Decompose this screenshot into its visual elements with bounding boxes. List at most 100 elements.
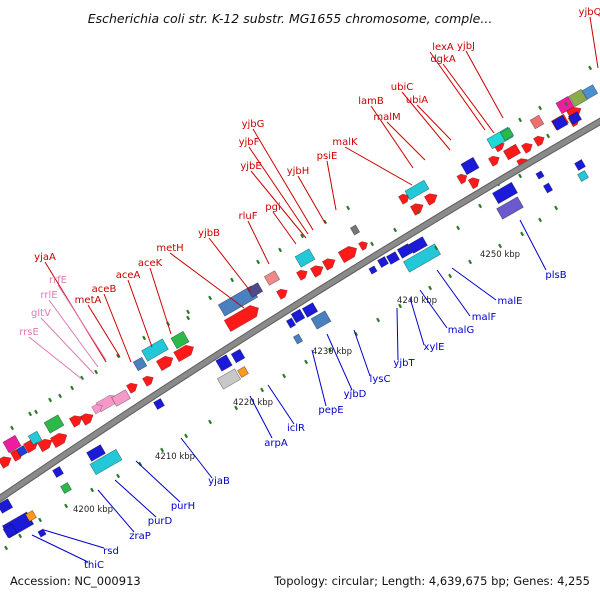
gene-label-xylE[interactable]: xylE: [424, 342, 445, 353]
gene-label-rrlE[interactable]: rrlE: [40, 290, 57, 301]
track-dot: [428, 285, 433, 291]
gene-label-malM[interactable]: malM: [373, 112, 400, 123]
leader-line-malM: [386, 121, 426, 161]
gene-label-yjaB[interactable]: yjaB: [208, 476, 230, 487]
leader-line-arpA: [249, 395, 273, 439]
feature-48-shape: [27, 430, 43, 446]
feature-68: [368, 265, 378, 275]
gene-label-yjbT[interactable]: yjbT: [393, 358, 415, 369]
feature-14-shape: [309, 265, 324, 278]
feature-12-shape: [337, 245, 358, 264]
feature-32-shape: [555, 95, 575, 115]
gene-label-zraP[interactable]: zraP: [129, 531, 151, 542]
track-dot: [260, 387, 265, 393]
feature-28-shape: [0, 456, 12, 469]
gene-label-ubiC[interactable]: ubiC: [391, 82, 413, 93]
gene-label-iclR[interactable]: iclR: [287, 423, 305, 434]
feature-15-shape: [296, 269, 308, 281]
gene-label-yjbQ[interactable]: yjbQ: [579, 7, 600, 18]
feature-5-shape: [502, 143, 522, 161]
feature-39: [294, 248, 316, 268]
feature-38-shape: [404, 179, 430, 201]
track-dot: [116, 353, 121, 359]
gene-label-ubiA[interactable]: ubiA: [406, 95, 428, 106]
feature-24: [49, 432, 68, 449]
gene-label-pgi[interactable]: pgi: [265, 202, 280, 213]
feature-67: [377, 256, 389, 268]
leader-line-malG: [419, 289, 448, 329]
feature-18: [173, 344, 195, 363]
gene-label-yjbD[interactable]: yjbD: [344, 389, 367, 400]
leader-line-aceK: [149, 267, 172, 335]
gene-label-rluF[interactable]: rluF: [239, 211, 258, 222]
feature-58: [567, 111, 583, 125]
gene-label-dgkA[interactable]: dgkA: [430, 54, 455, 65]
gene-label-yjbF[interactable]: yjbF: [239, 137, 260, 148]
track-dot: [520, 231, 525, 237]
feature-73-shape: [292, 333, 304, 345]
feature-37-shape: [529, 114, 545, 130]
track-dot: [346, 205, 351, 211]
gene-label-thiC[interactable]: thiC: [84, 560, 104, 571]
feature-25-shape: [37, 438, 53, 453]
leader-line-yjaB: [180, 437, 213, 479]
gene-label-rsd[interactable]: rsd: [103, 546, 119, 557]
gene-label-pepE[interactable]: pepE: [318, 405, 343, 416]
feature-12: [337, 245, 358, 264]
gene-label-arpA[interactable]: arpA: [264, 438, 288, 449]
gene-label-aceB[interactable]: aceB: [92, 284, 117, 295]
gene-label-yjbE[interactable]: yjbE: [240, 161, 261, 172]
gene-label-gltV[interactable]: gltV: [31, 308, 51, 319]
gene-label-lamB[interactable]: lamB: [358, 96, 384, 107]
gene-label-metH[interactable]: metH: [156, 243, 183, 254]
track-dot: [434, 245, 439, 251]
scale-tick-label: 4230 kbp: [312, 347, 352, 357]
gene-label-yjbH[interactable]: yjbH: [287, 166, 310, 177]
leader-line-yjbD: [326, 333, 353, 391]
gene-label-malE[interactable]: malE: [498, 296, 523, 307]
feature-71: [290, 308, 306, 324]
track-dot: [398, 303, 403, 309]
gene-label-lexA[interactable]: lexA: [432, 42, 454, 53]
feature-74-shape: [230, 348, 246, 364]
gene-label-lysC[interactable]: lysC: [370, 374, 391, 385]
gene-label-purH[interactable]: purH: [171, 501, 195, 512]
gene-label-rrsE[interactable]: rrsE: [19, 327, 39, 338]
leader-line-malK: [344, 146, 413, 186]
feature-81-shape: [52, 466, 64, 478]
feature-36-shape: [499, 127, 515, 141]
gene-label-malG[interactable]: malG: [448, 325, 474, 336]
chromosome-backbone-layer: [0, 117, 600, 503]
track-dot: [116, 473, 121, 479]
gene-label-yjbB[interactable]: yjbB: [198, 228, 220, 239]
gene-label-yjaA[interactable]: yjaA: [34, 252, 56, 263]
feature-50-shape: [111, 389, 131, 407]
gene-label-malF[interactable]: malF: [472, 312, 497, 323]
feature-78-shape: [153, 398, 165, 410]
feature-16: [276, 288, 288, 300]
gene-label-aceK[interactable]: aceK: [138, 258, 163, 269]
feature-38: [404, 179, 430, 201]
gene-label-metA[interactable]: metA: [75, 295, 102, 306]
gene-label-purD[interactable]: purD: [148, 516, 173, 527]
leader-line-iclR: [267, 384, 295, 425]
feature-57: [551, 115, 569, 131]
leader-line-yjbG: [252, 128, 314, 231]
feature-70: [301, 302, 319, 318]
gene-label-aceA[interactable]: aceA: [116, 270, 141, 281]
feature-32: [555, 95, 575, 115]
gene-label-rrfE[interactable]: rrfE: [49, 275, 67, 286]
gene-label-yjbG[interactable]: yjbG: [242, 119, 265, 130]
leader-line-yjbQ: [589, 16, 599, 69]
gene-label-plsB[interactable]: plsB: [545, 270, 566, 281]
feature-17-shape: [223, 305, 259, 333]
gene-label-psiE[interactable]: psiE: [317, 151, 338, 162]
gene-label-malK[interactable]: malK: [332, 137, 358, 148]
scale-tick-label: 4200 kbp: [73, 505, 113, 515]
feature-11-shape: [398, 193, 410, 205]
feature-7: [467, 177, 480, 190]
leader-line-gltV: [40, 317, 95, 375]
gene-label-yjbJ[interactable]: yjbJ: [457, 41, 475, 52]
